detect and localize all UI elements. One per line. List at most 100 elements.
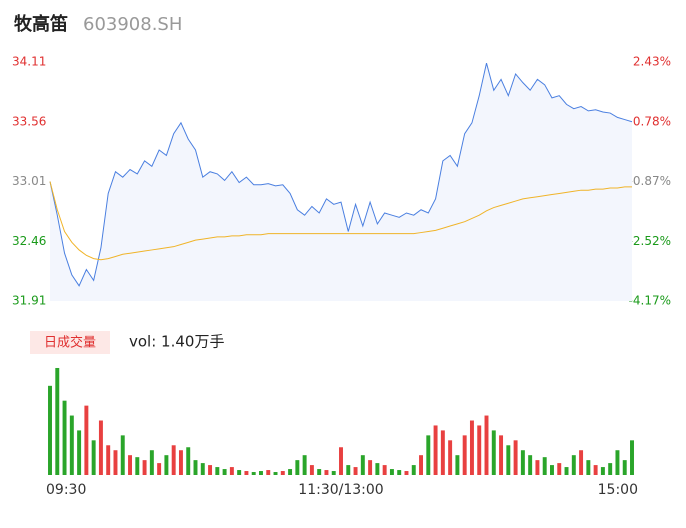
volume-bar (113, 450, 118, 475)
stock-code: 603908.SH (83, 14, 182, 35)
y-tick-label: 33.01 (12, 174, 46, 188)
volume-bar (84, 405, 89, 475)
volume-bar (288, 469, 293, 475)
volume-bar (520, 450, 525, 475)
volume-bar (295, 460, 300, 475)
stock-name: 牧高笛 (14, 13, 68, 35)
volume-bar (331, 471, 336, 475)
volume-bar (135, 457, 140, 475)
volume-bar (513, 440, 518, 475)
x-tick-label: 11:30/13:00 (298, 482, 383, 498)
volume-bar (48, 385, 52, 475)
volume-bar (549, 465, 554, 475)
volume-bar (215, 467, 220, 475)
legend-box (30, 331, 110, 354)
volume-bar (69, 415, 74, 475)
volume-bar (164, 455, 169, 475)
y2-tick-label: 2.43% (633, 55, 671, 69)
volume-bar (91, 440, 96, 475)
volume-bar (98, 420, 103, 475)
volume-bar (528, 455, 533, 475)
volume-bar (469, 420, 474, 475)
volume-bar (178, 450, 183, 475)
volume-bar (593, 465, 598, 475)
volume-bar (229, 467, 234, 475)
volume-bar (411, 465, 416, 475)
volume-bar (600, 467, 605, 475)
price-area (50, 63, 632, 301)
volume-bar (571, 455, 576, 475)
volume-bar (208, 465, 213, 475)
volume-bar (142, 460, 147, 475)
volume-bar (324, 470, 329, 475)
y2-tick-label: -0.87% (629, 174, 671, 188)
volume-bar (622, 460, 627, 475)
volume-bar (128, 455, 133, 475)
volume-bar (462, 435, 467, 475)
volume-bar (440, 430, 445, 475)
volume-bar (55, 367, 60, 475)
volume-bar (200, 463, 205, 475)
volume-bar (630, 440, 634, 475)
volume-bar (360, 455, 365, 475)
volume-bar (375, 463, 380, 475)
volume-bar (499, 435, 504, 475)
volume-bar (484, 415, 489, 475)
volume-bar (302, 455, 307, 475)
volume-title: 日成交量 (44, 335, 96, 351)
volume-bar (120, 435, 125, 475)
volume-bar (171, 445, 176, 475)
volume-bar (615, 450, 620, 475)
x-tick-label: 09:30 (46, 482, 86, 498)
avg-line (49, 181, 632, 261)
volume-bar (397, 470, 402, 475)
volume-bar (557, 463, 562, 475)
volume-bar (193, 460, 198, 475)
volume-bar (506, 445, 511, 475)
volume-bar (404, 471, 409, 475)
volume-bar (237, 470, 242, 475)
y2-tick-label: -4.17% (629, 294, 671, 308)
volume-bar (266, 470, 271, 475)
price-line (49, 62, 633, 287)
volume-bar (273, 472, 278, 475)
y-tick-label: 32.46 (12, 234, 46, 248)
volume-bar (317, 469, 322, 475)
x-tick-label: 15:00 (598, 482, 638, 498)
volume-bar (62, 400, 67, 475)
volume-bar (258, 471, 263, 475)
y-tick-label: 34.11 (12, 55, 46, 69)
volume-bar (564, 467, 569, 475)
volume-label: vol: 1.40万手 (129, 333, 224, 351)
y2-tick-label: -2.52% (629, 234, 671, 248)
volume-bar (339, 447, 343, 475)
volume-bar (157, 463, 162, 475)
volume-bar (77, 430, 82, 475)
volume-bar (491, 430, 496, 475)
volume-bar (433, 425, 438, 475)
volume-bar (477, 425, 482, 475)
volume-bar (280, 471, 285, 475)
volume-bar (579, 450, 584, 475)
y-tick-label: 33.56 (12, 114, 46, 128)
y2-tick-label: 0.78% (633, 114, 671, 128)
volume-bar (309, 465, 314, 475)
volume-bar (251, 472, 256, 475)
volume-bar (608, 463, 613, 475)
volume-bar (149, 450, 154, 475)
volume-bar (244, 471, 249, 475)
volume-bar (106, 445, 111, 475)
volume-bar (419, 455, 424, 475)
volume-bar (455, 455, 460, 475)
volume-bar (382, 465, 387, 475)
y-tick-label: 31.91 (12, 294, 46, 308)
volume-bar (222, 469, 227, 475)
volume-bar (353, 467, 358, 475)
volume-bar (368, 460, 373, 475)
volume-bar (346, 465, 351, 475)
volume-bar (448, 440, 453, 475)
volume-bar (542, 457, 547, 475)
volume-bar (426, 435, 431, 475)
volume-bar (186, 447, 191, 475)
